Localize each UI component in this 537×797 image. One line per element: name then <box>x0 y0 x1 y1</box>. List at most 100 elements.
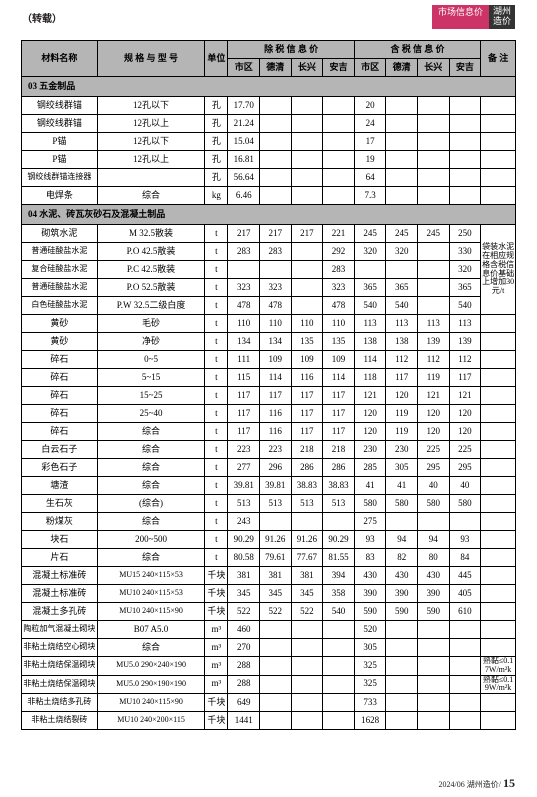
cell <box>449 639 481 657</box>
cell: t <box>205 243 228 261</box>
note-cell: 熟黏≤0.19W/m²k <box>481 675 516 694</box>
cell: 112 <box>417 351 449 369</box>
cell <box>417 621 449 639</box>
cell: 513 <box>228 495 260 513</box>
cell: 478 <box>260 297 292 315</box>
cell: t <box>205 333 228 351</box>
cell: MU10 240×115×90 <box>97 694 204 712</box>
cell: 82 <box>386 549 418 567</box>
cell: 292 <box>323 243 355 261</box>
cell: 电焊条 <box>22 187 98 205</box>
table-row: 碎石15~25t117117117117121120121121 <box>22 387 516 405</box>
cell <box>323 115 355 133</box>
cell: 305 <box>354 639 386 657</box>
cell <box>449 657 481 676</box>
cell: 12孔以下 <box>97 133 204 151</box>
note-cell <box>481 97 516 115</box>
cell: 113 <box>354 315 386 333</box>
cell: 345 <box>260 585 292 603</box>
cell: 117 <box>228 405 260 423</box>
cell <box>354 261 386 279</box>
header-left-label: （转载） <box>22 10 62 25</box>
cell <box>291 621 323 639</box>
cell <box>449 513 481 531</box>
table-row: 塘渣综合t39.8139.8138.8338.8341414040 <box>22 477 516 495</box>
footer-page: 15 <box>503 776 515 790</box>
cell: 80.58 <box>228 549 260 567</box>
cell: 114 <box>260 369 292 387</box>
section-label: 03 五金制品 <box>22 77 516 97</box>
cell <box>291 243 323 261</box>
cell: 245 <box>354 225 386 243</box>
cell: 111 <box>228 351 260 369</box>
table-row: 碎石25~40t117116117117120119120120 <box>22 405 516 423</box>
cell <box>449 97 481 115</box>
cell: 217 <box>260 225 292 243</box>
cell: 323 <box>228 279 260 297</box>
cell <box>386 133 418 151</box>
cell: m³ <box>205 621 228 639</box>
note-cell <box>481 513 516 531</box>
cell: 113 <box>386 315 418 333</box>
cell: 230 <box>354 441 386 459</box>
cell: t <box>205 369 228 387</box>
cell: 毛砂 <box>97 315 204 333</box>
cell: 610 <box>449 603 481 621</box>
note-cell-merged: 袋装水泥在相应规格含税信息价基础上增加30元/t <box>481 225 516 315</box>
cell: 5~15 <box>97 369 204 387</box>
cell: 净砂 <box>97 333 204 351</box>
cell: 117 <box>291 387 323 405</box>
cell <box>386 261 418 279</box>
cell: 24 <box>354 115 386 133</box>
cell: 非粘土烧结保温砌块 <box>22 657 98 676</box>
cell: 139 <box>449 333 481 351</box>
cell <box>323 187 355 205</box>
cell: 114 <box>354 351 386 369</box>
cell <box>417 279 449 297</box>
cell: 白云石子 <box>22 441 98 459</box>
cell: 110 <box>291 315 323 333</box>
cell <box>323 712 355 730</box>
cell <box>260 151 292 169</box>
cell: 112 <box>449 351 481 369</box>
cell: 134 <box>228 333 260 351</box>
table-head: 材料名称 规 格 与 型 号 单位 除 税 信 息 价 含 税 信 息 价 备 … <box>22 41 516 77</box>
cell <box>260 657 292 676</box>
cell <box>323 639 355 657</box>
section-row: 04 水泥、砖瓦灰砂石及混凝土制品 <box>22 205 516 225</box>
cell <box>417 187 449 205</box>
cell: 片石 <box>22 549 98 567</box>
table-row: 混凝土多孔砖MU10 240×115×90千块52252252254059059… <box>22 603 516 621</box>
cell: 钢绞线群锚 <box>22 97 98 115</box>
cell: t <box>205 531 228 549</box>
cell <box>228 261 260 279</box>
cell: 碎石 <box>22 423 98 441</box>
cell <box>323 694 355 712</box>
cell: 405 <box>449 585 481 603</box>
cell: 381 <box>260 567 292 585</box>
th-material: 材料名称 <box>22 41 98 77</box>
header-right: 市场信息价 湖州 造价 <box>432 5 515 29</box>
cell: 孔 <box>205 151 228 169</box>
cell: 134 <box>260 333 292 351</box>
table-row: 碎石综合t117116117117120119120120 <box>22 423 516 441</box>
cell: 混凝土标准砖 <box>22 567 98 585</box>
cell: 非粘土烧结裂砖 <box>22 712 98 730</box>
cell: 千块 <box>205 567 228 585</box>
cell: P.C 42.5散装 <box>97 261 204 279</box>
cell <box>417 151 449 169</box>
cell: 390 <box>417 585 449 603</box>
cell: 粉煤灰 <box>22 513 98 531</box>
cell <box>260 639 292 657</box>
cell: 283 <box>260 243 292 261</box>
note-cell <box>481 477 516 495</box>
table-row: 砌筑水泥M 32.5散装t217217217221245245245250袋装水… <box>22 225 516 243</box>
note-cell <box>481 315 516 333</box>
cell: 345 <box>228 585 260 603</box>
note-cell <box>481 115 516 133</box>
cell: 94 <box>417 531 449 549</box>
cell: 117 <box>323 387 355 405</box>
cell: 113 <box>449 315 481 333</box>
cell: 520 <box>354 621 386 639</box>
cell: 580 <box>417 495 449 513</box>
